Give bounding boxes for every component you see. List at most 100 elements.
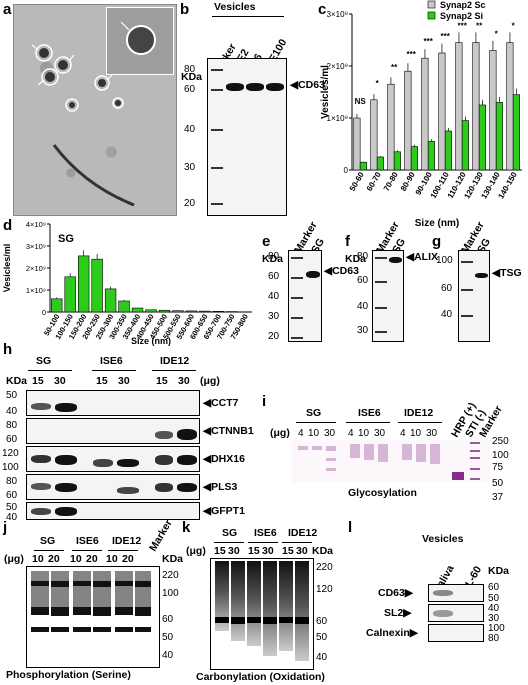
- k-blot: [210, 558, 314, 670]
- i-gel: [292, 440, 490, 482]
- c-significance: *: [495, 29, 499, 38]
- panel-label-d: d: [3, 217, 13, 234]
- h-target-ctnnb1: ◀CTNNB1: [203, 425, 254, 437]
- h-target-gfpt1: ◀GFPT1: [203, 505, 245, 517]
- c-bar-sc: [370, 99, 378, 171]
- c-significance: **: [476, 22, 483, 31]
- d-bar: [64, 276, 76, 313]
- c-bar-si: [512, 94, 520, 171]
- c-bar-si: [393, 151, 401, 171]
- panel-label-i: i: [262, 393, 267, 410]
- d-y-tick-label: 4×10⁹: [26, 220, 46, 229]
- c-y-tick-label: 0: [344, 166, 349, 175]
- l-blot-calnexin: [428, 624, 484, 642]
- d-bar: [91, 258, 103, 313]
- panel-label-c: c: [318, 1, 327, 18]
- c-bar-si: [376, 156, 384, 171]
- c-significance: ***: [406, 50, 416, 59]
- panel-label-b: b: [180, 1, 190, 18]
- i-caption: Glycosylation: [348, 487, 417, 499]
- c-significance: *: [512, 22, 516, 31]
- g-target: ◀TSG: [492, 267, 522, 279]
- c-significance: *: [376, 79, 380, 88]
- c-y-label: Vesicles/ml: [320, 65, 331, 119]
- e-target: ◀CD63: [324, 265, 359, 277]
- c-bar-sc: [438, 52, 446, 171]
- d-y-tick-label: 2×10⁹: [26, 264, 46, 273]
- tem-vesicles: [31, 44, 135, 207]
- c-x-tick-label: 70-80: [382, 170, 400, 193]
- c-bar-sc: [489, 50, 497, 171]
- c-x-tick-label: 50-60: [348, 170, 366, 193]
- c-bar-si: [478, 104, 486, 171]
- c-legend-swatch: [427, 11, 436, 20]
- f-blot: [372, 250, 404, 342]
- b-target: ◀CD63: [290, 79, 325, 91]
- panel-label-h: h: [3, 341, 13, 358]
- c-significance: ***: [440, 32, 450, 41]
- d-bar: [145, 309, 157, 313]
- panel-label-e: e: [262, 233, 271, 250]
- d-y-label: Vesicles/ml: [2, 244, 12, 293]
- panel-label-g: g: [432, 233, 442, 250]
- c-bar-sc: [472, 42, 480, 171]
- l-target-sl2: SL2▶: [384, 607, 412, 619]
- c-significance: ***: [423, 37, 433, 46]
- d-y-tick-label: 3×10⁹: [26, 242, 46, 251]
- d-bar: [51, 298, 63, 313]
- c-bar-sc: [455, 42, 463, 171]
- d-bar: [172, 310, 184, 313]
- c-significance: **: [391, 63, 398, 72]
- c-bar-sc: [353, 117, 361, 171]
- h-target-pls3: ◀PLS3: [203, 481, 238, 493]
- c-bar-sc: [421, 57, 429, 171]
- k-caption: Carbonylation (Oxidation): [196, 671, 325, 683]
- panel-label-j: j: [3, 519, 8, 536]
- l-target-calnexin: Calnexin▶: [366, 627, 418, 639]
- tem-micrograph: [13, 4, 177, 216]
- d-bar: [212, 311, 225, 313]
- h-blot-dhx16: [26, 446, 200, 472]
- f-kda: KDa: [345, 253, 367, 265]
- h-blot-pls3: [26, 474, 200, 500]
- e-kda: KDa: [262, 253, 284, 265]
- c-bar-sc: [404, 70, 412, 171]
- c-significance: NS: [355, 97, 367, 106]
- chart-d: 01×10⁹2×10⁹3×10⁹4×10⁹Vesicles/mlSG50-100…: [2, 220, 252, 346]
- c-bar-si: [359, 161, 367, 171]
- c-y-tick-label: 2×10⁹: [327, 62, 348, 71]
- c-x-label: Size (nm): [415, 218, 459, 229]
- d-x-label: Size (nm): [131, 336, 171, 346]
- b-kda: KDa: [181, 71, 203, 83]
- c-bar-si: [410, 146, 418, 171]
- l-target-cd63: CD63▶: [378, 587, 413, 599]
- c-legend-entry: Synap2 Sc: [440, 0, 486, 10]
- c-y-tick-label: 3×10⁹: [327, 10, 348, 19]
- j-blot: [26, 566, 160, 668]
- b-title: Vesicles: [214, 1, 256, 13]
- c-bar-si: [427, 141, 435, 171]
- d-title: SG: [58, 233, 74, 245]
- panel-label-k: k: [182, 519, 191, 536]
- panel-label-l: l: [348, 519, 353, 536]
- h-target-dhx16: ◀DHX16: [203, 453, 245, 465]
- g-blot: [458, 250, 490, 342]
- c-y-tick-label: 1×10⁹: [327, 114, 348, 123]
- d-y-tick-label: 1×10⁹: [26, 286, 46, 295]
- l-blot-sl2: [428, 604, 484, 622]
- b-blot: [207, 58, 287, 216]
- tem-inset: [106, 7, 174, 75]
- c-bar-sc: [506, 42, 514, 171]
- panel-label-a: a: [3, 1, 12, 18]
- c-legend-swatch: [427, 0, 436, 9]
- h-target-cct7: ◀CCT7: [203, 397, 239, 409]
- c-legend-entry: Synap2 Si: [440, 11, 483, 21]
- h-blot-cct7: [26, 390, 200, 416]
- h-blot-ctnnb1: [26, 418, 200, 444]
- d-bar: [118, 300, 130, 313]
- c-bar-si: [495, 102, 503, 171]
- c-bar-si: [444, 130, 452, 171]
- d-bar: [77, 255, 90, 313]
- c-bar-sc: [387, 83, 395, 171]
- c-bar-si: [461, 120, 469, 171]
